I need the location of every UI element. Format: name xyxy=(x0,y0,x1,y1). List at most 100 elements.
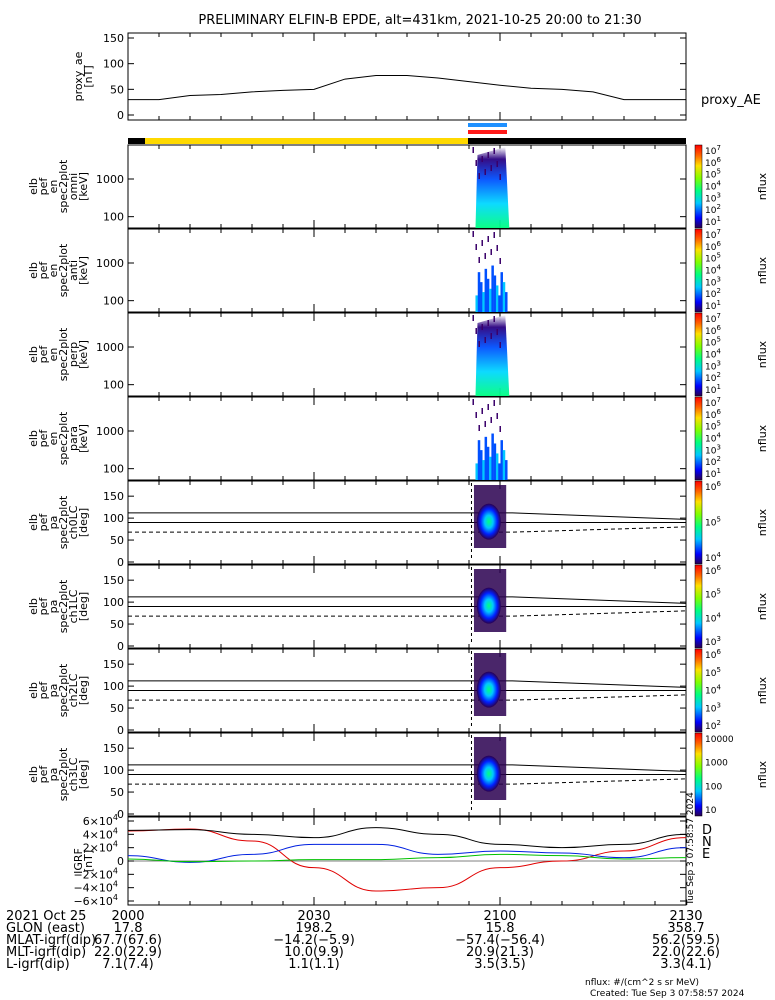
y-tick-label: 100 xyxy=(103,463,124,476)
panel-ylabel-line: [deg] xyxy=(77,760,90,789)
panel-igrf: IGRF[nT] 6×1044×1042×1040−2×104−4×104−6×1… xyxy=(72,813,712,908)
spectrogram-speck xyxy=(481,156,483,162)
panel-ylabel-line: pa xyxy=(47,684,60,698)
colorbar xyxy=(694,480,703,565)
panel-ylabel-line: pef xyxy=(37,261,50,280)
xaxis-row-label: 2021 Oct 25 xyxy=(6,909,86,924)
panel-ylabel-line: elb xyxy=(27,766,40,783)
panel-ylabel-line: elb xyxy=(27,682,40,699)
spectrogram-speck xyxy=(478,425,480,431)
panel-ylabel-line: pef xyxy=(37,765,50,784)
y-tick-label: 0 xyxy=(117,556,124,569)
panel-ylabel-line: [keV] xyxy=(77,424,90,453)
spectrogram-streak xyxy=(489,288,492,312)
panel-ylabel-line: spec2plot xyxy=(57,159,70,213)
panel-ylabel-line: elb xyxy=(27,346,40,363)
panel-ylabel-line: anti xyxy=(67,260,80,281)
legend-igrf-d: D xyxy=(702,823,712,838)
colorbar-label: nflux xyxy=(756,256,769,284)
spectrogram-speck xyxy=(496,245,498,251)
spectrogram-speck xyxy=(475,328,477,334)
spectrogram-speck xyxy=(493,148,495,154)
colorbar xyxy=(694,312,703,397)
panel-ylabel-line: spec2plot xyxy=(57,411,70,465)
panel-frame xyxy=(127,228,687,313)
y-tick-label: 100 xyxy=(103,596,124,609)
y-tick-label: 0 xyxy=(117,109,124,122)
xaxis-row-value: 3.3(4.1) xyxy=(660,957,712,972)
spectrogram-streak xyxy=(495,285,499,312)
xaxis-row-value: −57.4(−56.4) xyxy=(455,933,545,948)
y-tick-label: 100 xyxy=(103,764,124,777)
colorbar xyxy=(694,732,703,817)
spectrogram-speck xyxy=(472,315,474,321)
colorbar-tick-label: 103 xyxy=(705,701,721,714)
spectrogram-streak xyxy=(502,450,506,480)
spectrogram-burst xyxy=(475,315,510,396)
spectrogram-streak xyxy=(505,460,508,480)
spectrogram-streak xyxy=(498,463,501,480)
pitch-angle-core xyxy=(476,671,501,708)
colorbar xyxy=(694,648,703,733)
spectrogram-speck xyxy=(496,413,498,419)
panel-ylabel-line: pef xyxy=(37,597,50,616)
panel-ylabel-line: pef xyxy=(37,429,50,448)
xaxis-row-value: 7.1(7.4) xyxy=(102,957,154,972)
spectrogram-speck xyxy=(490,333,492,339)
spectrogram-speck xyxy=(478,173,480,179)
colorbar-tick-label: 106 xyxy=(705,480,721,493)
units-footnote: nflux: #/(cm^2 s sr MeV) xyxy=(585,978,699,988)
xaxis-row-value: 17.8 xyxy=(114,921,143,936)
y-tick-label: 50 xyxy=(110,702,124,715)
y-tick-label: 4×104 xyxy=(83,826,118,841)
y-tick-label: −4×104 xyxy=(73,880,118,895)
xaxis-row-label: MLAT-igrf(dip) xyxy=(6,933,96,948)
panel-ylabel-line: pef xyxy=(37,177,50,196)
colorbar-tick-label: 100 xyxy=(705,782,722,792)
spectrogram-speck xyxy=(472,399,474,405)
xaxis-row-value: 20.9(21.3) xyxy=(466,945,534,960)
legend-igrf-e: E xyxy=(702,847,710,862)
panel-ylabel-line: spec2plot xyxy=(57,495,70,549)
y-tick-label: 1000 xyxy=(96,341,124,354)
spectrogram-streak xyxy=(491,265,494,312)
science-zone-blue-bar xyxy=(468,123,507,127)
colorbar-tick-label: 101 xyxy=(705,467,721,480)
y-tick-label: 50 xyxy=(110,786,124,799)
colorbar-tick-label: 106 xyxy=(705,648,721,661)
panel-ylabel-line: elb xyxy=(27,514,40,531)
spectrogram-streak xyxy=(500,272,503,312)
spectrogram-streak xyxy=(493,275,497,312)
spectrogram-speck xyxy=(496,329,498,335)
y-tick-label: 1000 xyxy=(96,173,124,186)
colorbar-tick-label: 104 xyxy=(705,684,721,697)
colorbar-tick-label: 103 xyxy=(705,635,721,648)
spectrogram-streak xyxy=(498,295,501,312)
spectrogram-speck xyxy=(493,400,495,406)
spectrogram-streak xyxy=(482,460,485,480)
panel-ylabel-line: ch0LC xyxy=(67,505,80,539)
spectrogram-speck xyxy=(484,253,486,259)
xaxis-row-value: −14.2(−5.9) xyxy=(273,933,355,948)
y-tick-label: 100 xyxy=(103,211,124,224)
colorbar-tick-label: 1000 xyxy=(705,759,728,769)
colorbar-tick-label: 101 xyxy=(705,215,721,228)
loss-cone-line-upper xyxy=(128,680,687,688)
loss-cone-line-upper xyxy=(128,512,687,520)
y-tick-label: −2×104 xyxy=(73,866,118,881)
spectrogram-speck xyxy=(490,165,492,171)
xaxis-row-value: 22.0(22.6) xyxy=(652,945,720,960)
colorbar-tick-label: 101 xyxy=(705,299,721,312)
spectrogram-streak xyxy=(484,268,488,312)
y-tick-label: 150 xyxy=(103,658,124,671)
colorbar-tick-label: 101 xyxy=(705,383,721,396)
panel-ylabel-line: ch1LC xyxy=(67,589,80,623)
y-tick-label: 100 xyxy=(103,295,124,308)
spectrogram-speck xyxy=(493,232,495,238)
colorbar-label: nflux xyxy=(756,508,769,536)
colorbar-tick-label: 10 xyxy=(705,806,717,816)
science-zone-red-bar xyxy=(468,130,507,134)
colorbar-tick-label: 105 xyxy=(705,516,721,529)
